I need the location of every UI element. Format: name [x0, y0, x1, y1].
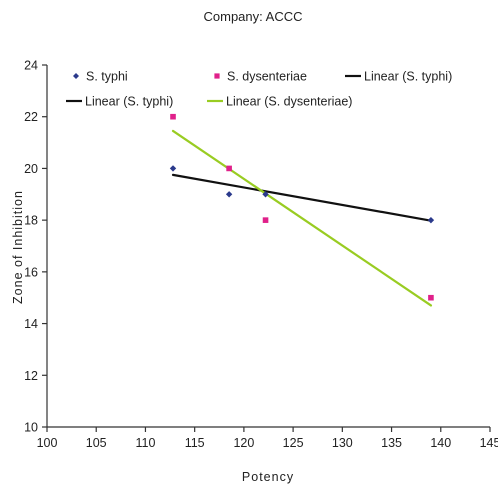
x-tick-label: 105: [86, 436, 107, 450]
x-tick-label: 140: [430, 436, 451, 450]
x-tick-label: 100: [37, 436, 58, 450]
point-s-typhi: [169, 165, 177, 172]
trendlines: [171, 129, 433, 307]
point-s-dysenteriae: [262, 217, 269, 223]
point-s-dysenteriae: [170, 113, 176, 120]
legend-marker-square: [214, 73, 220, 79]
point-s-dysenteriae: [428, 294, 434, 301]
x-tick-label: 110: [135, 436, 155, 450]
x-tick-label: 130: [332, 436, 353, 450]
trendline-s-dysenteriae: [171, 129, 433, 307]
legend-label: Linear (S. typhi): [85, 95, 173, 109]
y-tick-label: 20: [24, 162, 38, 176]
legend-label: S. typhi: [86, 70, 128, 84]
y-tick-label: 14: [24, 317, 38, 331]
trendline-s-typhi: [171, 173, 433, 222]
legend-marker-diamond: [73, 73, 79, 79]
point-s-typhi: [225, 191, 233, 198]
legend-label: Linear (S. typhi): [364, 70, 452, 84]
y-tick-label: 24: [24, 59, 38, 73]
legend-label: Linear (S. dysenteriae): [226, 95, 352, 109]
data-points: [169, 113, 435, 301]
y-tick-label: 10: [24, 421, 38, 435]
x-tick-label: 145: [480, 436, 498, 450]
legend: S. typhi S. dysenteriae Linear (S. typhi) L…: [66, 70, 452, 109]
point-s-typhi: [427, 216, 435, 224]
x-tick-label: 135: [381, 436, 402, 450]
x-tick-label: 125: [283, 436, 304, 450]
x-tick-label: 120: [233, 436, 254, 450]
point-s-dysenteriae: [226, 165, 232, 172]
y-tick-label: 16: [24, 265, 38, 279]
y-tick-label: 12: [24, 369, 38, 383]
y-tick-label: 22: [24, 110, 38, 124]
y-axis-ticks: 10 12 14 16 18 20 22 24: [24, 59, 47, 435]
legend-label: S. dysenteriae: [227, 70, 307, 84]
y-tick-label: 18: [24, 214, 38, 228]
x-tick-label: 115: [185, 436, 205, 450]
x-axis-title: Potency: [242, 470, 294, 484]
chart-title: Company: ACCC: [204, 9, 303, 24]
point-s-typhi: [262, 191, 269, 198]
x-axis-ticks: 100 105 110 115 120 125 130 135 140 145: [37, 427, 498, 450]
y-axis-title: Zone of Inhibition: [11, 190, 25, 304]
